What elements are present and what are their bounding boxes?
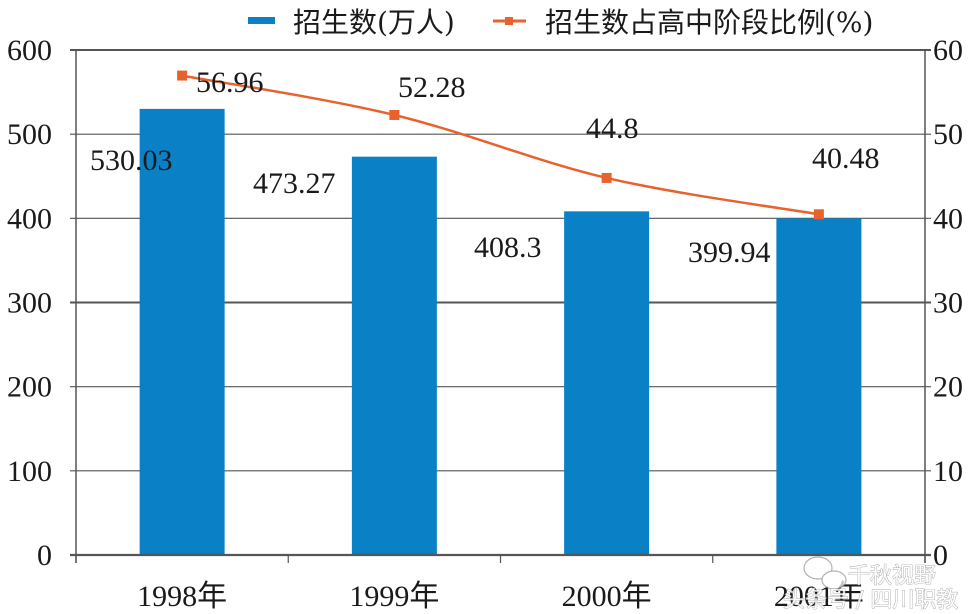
right-tick-label: 60 (933, 34, 963, 67)
legend: 招生数(万人) 招生数占高中阶段比例(%) (248, 6, 873, 39)
line-data-labels: 56.96 52.28 44.8 40.48 (196, 66, 880, 175)
line-marker (813, 209, 824, 220)
bar-value-label: 399.94 (688, 236, 771, 269)
left-tick-label: 400 (7, 202, 52, 235)
legend-line-marker (505, 17, 513, 25)
bar-data-labels: 530.03 473.27 408.3 399.94 (90, 144, 771, 269)
line-series (177, 70, 824, 220)
line-marker (601, 172, 612, 183)
bar-value-label: 530.03 (90, 144, 173, 177)
bar-value-label: 408.3 (474, 231, 542, 264)
line-value-label: 56.96 (196, 66, 264, 99)
watermark-line1: 千秋视野 (848, 564, 936, 589)
watermark-line2: 头条号 / 四川职教 (783, 588, 958, 613)
x-category-label: 2001年 (774, 580, 864, 613)
left-tick-label: 200 (7, 371, 52, 404)
right-tick-label: 20 (933, 371, 963, 404)
x-axis-categories: 1998年 1999年 2000年 2001年 (137, 580, 864, 613)
left-tick-label: 600 (7, 34, 52, 67)
line-marker (177, 70, 188, 81)
left-tick-label: 300 (7, 287, 52, 320)
line-value-label: 44.8 (586, 112, 639, 145)
left-axis-ticks: 0 100 200 300 400 500 600 (7, 34, 52, 572)
x-category-label: 1999年 (349, 580, 439, 613)
right-tick-label: 30 (933, 287, 963, 320)
right-axis-ticks: 0 10 20 30 40 50 60 (933, 34, 963, 572)
right-tick-label: 40 (933, 202, 963, 235)
line-value-label: 40.48 (812, 142, 880, 175)
ratio-line (181, 74, 820, 216)
x-category-label: 1998年 (137, 580, 227, 613)
axes (70, 50, 931, 563)
bar (139, 108, 225, 555)
legend-bar-swatch (248, 17, 275, 24)
right-tick-label: 10 (933, 455, 963, 488)
left-tick-label: 0 (37, 539, 52, 572)
left-tick-label: 500 (7, 118, 52, 151)
x-category-label: 2000年 (562, 580, 652, 613)
legend-label-ratio: 招生数占高中阶段比例(%) (545, 6, 873, 39)
bar (351, 156, 437, 555)
bar-value-label: 473.27 (253, 167, 336, 200)
bar (564, 211, 650, 555)
right-tick-label: 50 (933, 118, 963, 151)
legend-label-enrollment: 招生数(万人) (293, 6, 455, 39)
right-tick-label: 0 (933, 539, 948, 572)
wechat-icon (803, 556, 847, 590)
watermark: 千秋视野 头条号 / 四川职教 (783, 556, 959, 613)
line-marker (389, 109, 400, 120)
left-tick-label: 100 (7, 455, 52, 488)
bar-series (139, 108, 862, 555)
line-value-label: 52.28 (398, 71, 466, 104)
bar (776, 218, 862, 555)
